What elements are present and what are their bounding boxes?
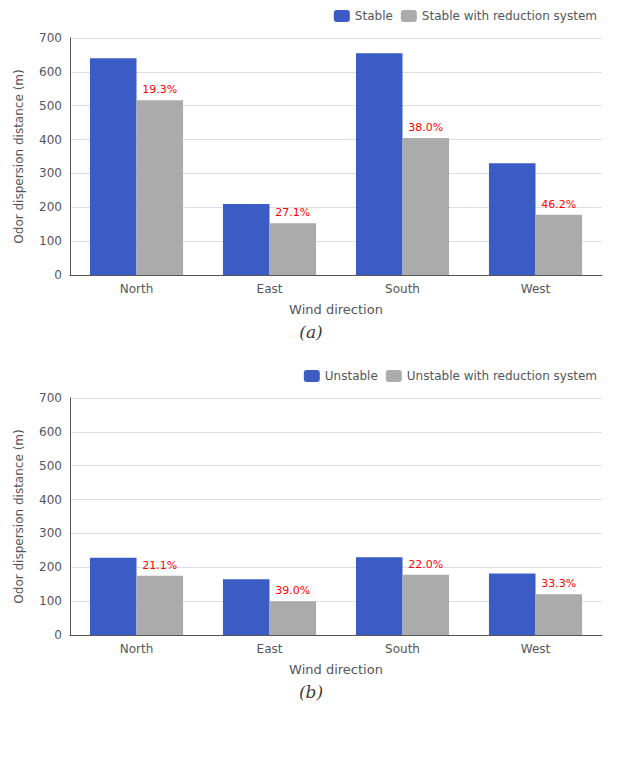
svg-text:200: 200 xyxy=(39,200,62,214)
svg-text:400: 400 xyxy=(39,493,62,507)
svg-text:600: 600 xyxy=(39,425,62,439)
svg-text:500: 500 xyxy=(39,459,62,473)
svg-text:East: East xyxy=(257,642,283,656)
svg-text:46.2%: 46.2% xyxy=(541,198,576,211)
svg-text:21.1%: 21.1% xyxy=(142,559,177,572)
svg-text:39.0%: 39.0% xyxy=(275,584,310,597)
svg-text:19.3%: 19.3% xyxy=(142,83,177,96)
svg-text:200: 200 xyxy=(39,560,62,574)
svg-text:300: 300 xyxy=(39,166,62,180)
svg-text:Odor dispersion distance (m): Odor dispersion distance (m) xyxy=(12,69,26,243)
svg-text:South: South xyxy=(385,282,420,296)
svg-text:700: 700 xyxy=(39,391,62,405)
svg-text:400: 400 xyxy=(39,133,62,147)
svg-text:22.0%: 22.0% xyxy=(408,558,443,571)
svg-text:(b): (b) xyxy=(299,682,323,702)
svg-text:Wind direction: Wind direction xyxy=(289,662,383,677)
svg-text:(a): (a) xyxy=(299,322,322,342)
svg-text:Stable: Stable xyxy=(355,9,393,23)
svg-text:600: 600 xyxy=(39,65,62,79)
svg-text:East: East xyxy=(257,282,283,296)
svg-text:West: West xyxy=(521,642,551,656)
svg-text:700: 700 xyxy=(39,31,62,45)
svg-text:33.3%: 33.3% xyxy=(541,577,576,590)
svg-text:South: South xyxy=(385,642,420,656)
svg-text:38.0%: 38.0% xyxy=(408,121,443,134)
svg-text:500: 500 xyxy=(39,99,62,113)
svg-text:100: 100 xyxy=(39,234,62,248)
svg-text:West: West xyxy=(521,282,551,296)
svg-text:Wind direction: Wind direction xyxy=(289,302,383,317)
svg-text:Unstable with reduction system: Unstable with reduction system xyxy=(407,369,597,383)
svg-text:North: North xyxy=(120,282,154,296)
svg-text:Odor dispersion distance (m): Odor dispersion distance (m) xyxy=(12,429,26,603)
svg-text:Stable with reduction system: Stable with reduction system xyxy=(422,9,597,23)
svg-text:27.1%: 27.1% xyxy=(275,206,310,219)
svg-text:300: 300 xyxy=(39,526,62,540)
svg-text:0: 0 xyxy=(54,628,62,642)
svg-text:0: 0 xyxy=(54,268,62,282)
svg-text:Unstable: Unstable xyxy=(325,369,378,383)
svg-text:North: North xyxy=(120,642,154,656)
svg-text:100: 100 xyxy=(39,594,62,608)
